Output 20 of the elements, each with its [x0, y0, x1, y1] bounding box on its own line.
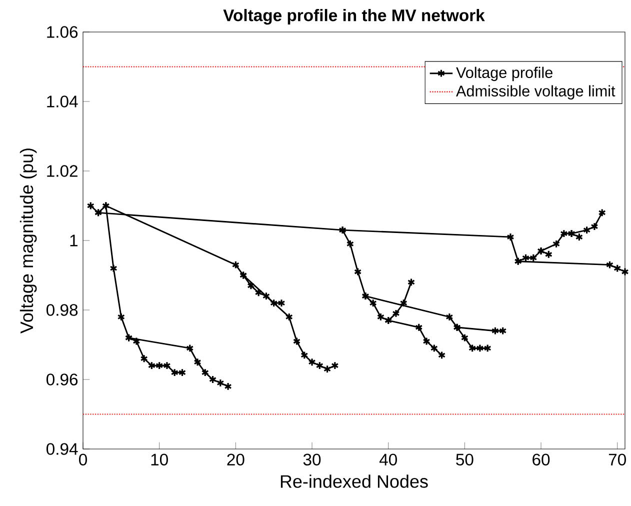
x-tick-label: 20: [227, 454, 244, 466]
legend-label: Voltage profile: [456, 66, 552, 82]
x-tick-label: 60: [532, 454, 550, 466]
x-tick-label: 70: [608, 454, 626, 466]
x-tick-label: 10: [151, 454, 168, 466]
y-tick-label: 0.98: [46, 304, 78, 316]
legend-label: Admissible voltage limit: [456, 85, 616, 100]
x-tick-label: 0: [79, 454, 87, 466]
y-tick-label: 1: [70, 234, 78, 246]
x-tick-label: 50: [456, 454, 474, 466]
x-tick-label: 40: [379, 454, 397, 466]
x-axis-title: Re-indexed Nodes: [280, 474, 428, 488]
y-tick-label: 1.06: [47, 26, 78, 38]
y-tick-label: 0.94: [46, 443, 78, 455]
y-tick-label: 1.04: [47, 96, 78, 108]
y-tick-label: 1.02: [47, 165, 78, 177]
chart-title: Voltage profile in the MV network: [223, 8, 485, 25]
x-tick-label: 30: [303, 454, 321, 466]
y-tick-label: 0.96: [46, 374, 78, 386]
y-axis-title: Voltage magnitude (pu): [20, 148, 37, 334]
